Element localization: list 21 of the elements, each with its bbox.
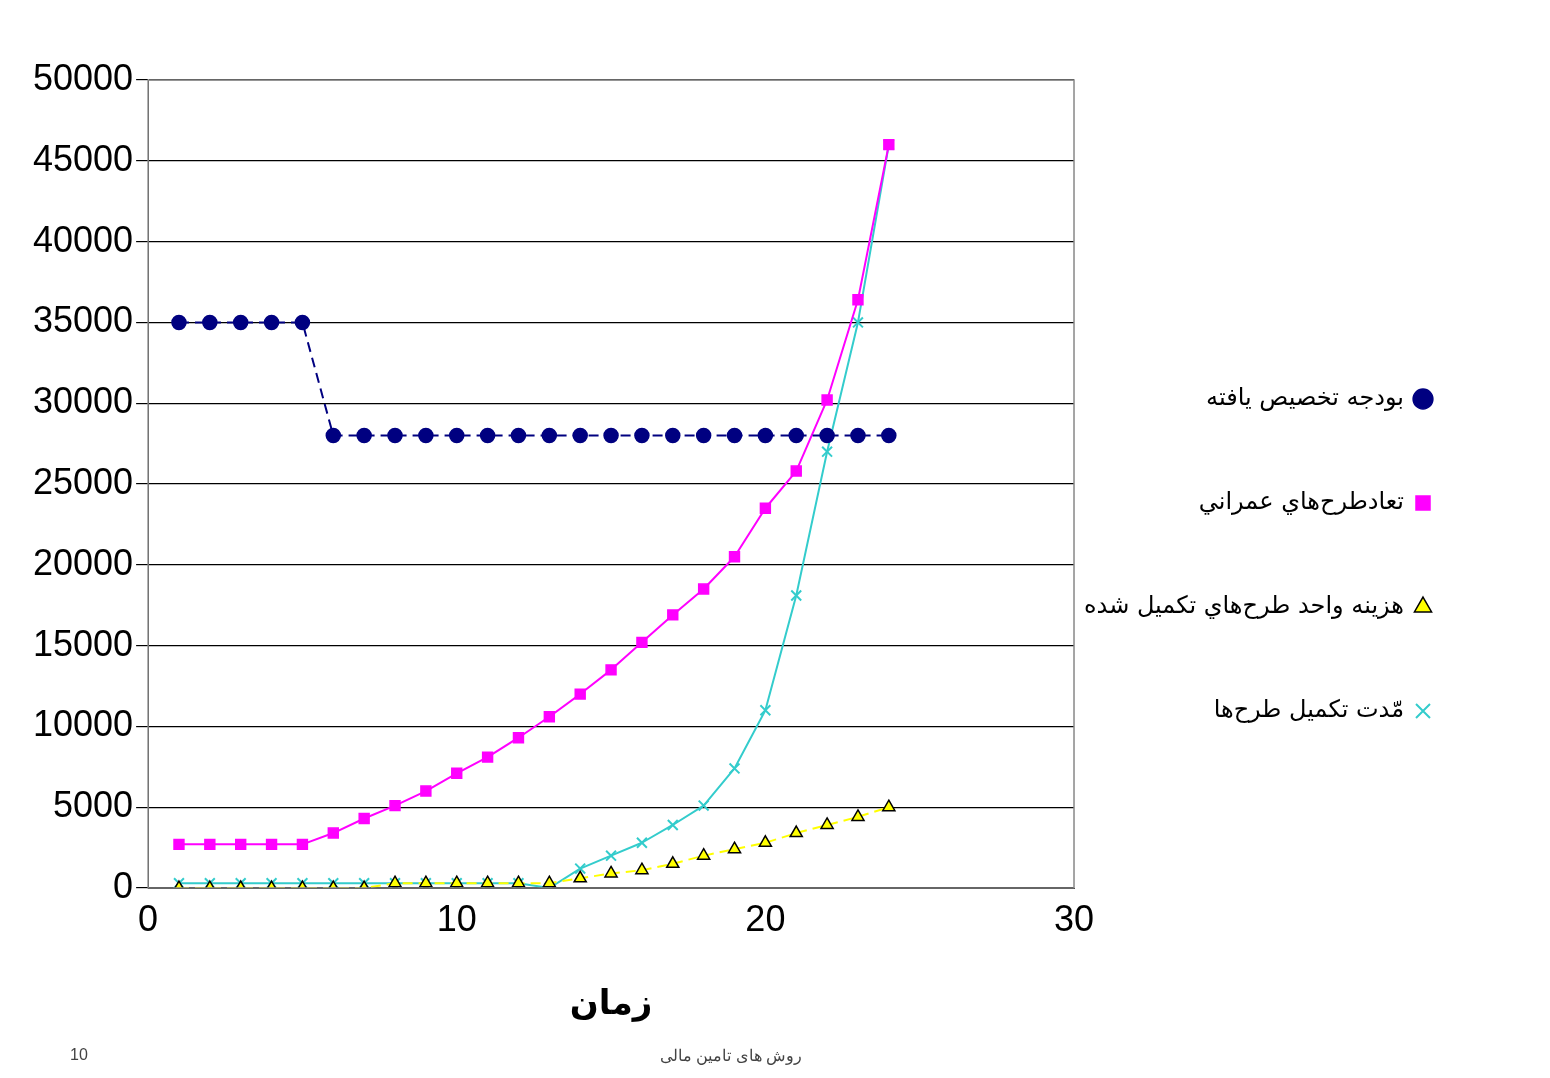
y-tick-label: 10000 [33, 703, 134, 745]
y-tick-label: 20000 [33, 541, 134, 583]
text: 10 [70, 1046, 88, 1064]
text: روش های تامین مالی [660, 1046, 803, 1065]
x-axis-title: زمان [569, 982, 653, 1023]
y-tick-label: 45000 [33, 137, 134, 179]
x-tick-label: 10 [436, 897, 477, 939]
y-tick-label: 35000 [33, 299, 134, 341]
y-tick-label: 30000 [33, 380, 134, 422]
y-tick-label: 5000 [53, 784, 134, 826]
legend-label: هزينه واحد طرح‌هاي تكميل شده [1083, 591, 1404, 620]
y-tick-label: 40000 [33, 218, 134, 260]
legend-label: مّدت تكميل طرح‌ها [1213, 695, 1404, 724]
y-tick-label: 15000 [33, 622, 134, 664]
x-tick-label: 30 [1053, 897, 1095, 939]
legend-label: بودجه تخصيص يافته [1206, 383, 1404, 412]
y-tick-label: 50000 [33, 56, 134, 98]
legend-label: تعادطرح‌هاي عمراني [1198, 487, 1404, 516]
y-tick-label: 0 [113, 864, 134, 906]
x-tick-label: 20 [745, 897, 786, 939]
y-tick-label: 25000 [33, 460, 134, 502]
